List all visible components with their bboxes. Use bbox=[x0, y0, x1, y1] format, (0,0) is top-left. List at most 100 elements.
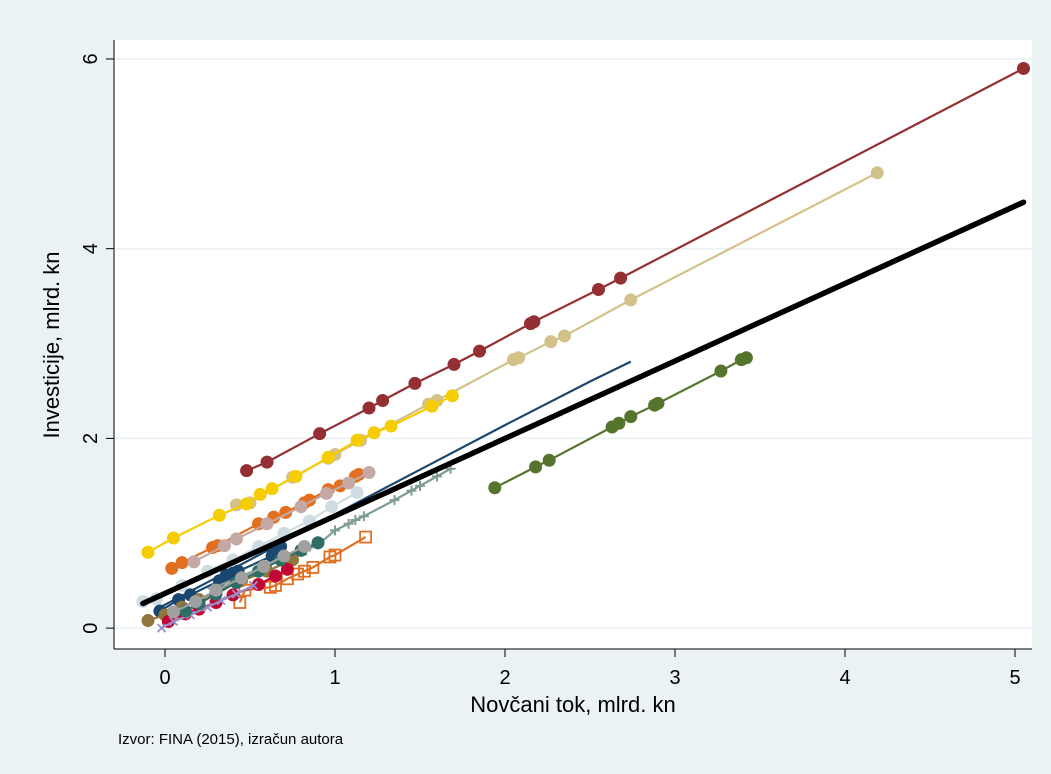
x-tick-label-1: 1 bbox=[329, 667, 340, 689]
grid-lines bbox=[114, 58, 1032, 629]
series-12-point-7 bbox=[280, 562, 294, 576]
series-11-point-9 bbox=[328, 548, 342, 562]
series-2-point-7 bbox=[321, 450, 335, 464]
series-9-point-9 bbox=[358, 511, 369, 522]
series-9-point-13 bbox=[432, 471, 442, 482]
series-3-point-12 bbox=[352, 467, 366, 481]
series-2-point-2 bbox=[212, 508, 226, 522]
y-tick-label-0: 0 bbox=[80, 623, 102, 634]
series-8-point-8 bbox=[714, 364, 728, 378]
series-8-point-0 bbox=[488, 481, 502, 495]
series-0-point-11 bbox=[614, 271, 628, 285]
series-4-point-4 bbox=[294, 500, 308, 514]
series-8-point-4 bbox=[612, 416, 626, 430]
series-0 bbox=[240, 61, 1030, 478]
series-15-point-1 bbox=[189, 595, 203, 609]
series-4-point-5 bbox=[320, 486, 333, 500]
series-9-point-7 bbox=[343, 518, 354, 529]
axes: 0 2 4 6 0 1 2 3 4 5 bbox=[80, 40, 1032, 689]
series-0-point-5 bbox=[408, 376, 422, 390]
series-4-point-6 bbox=[342, 476, 356, 490]
series-9-point-10 bbox=[389, 495, 400, 506]
x-axis-title: Novčani tok, mlrd. kn bbox=[470, 692, 675, 717]
series-1-point-12 bbox=[624, 293, 638, 307]
series-2-point-3 bbox=[240, 497, 254, 511]
series-11-point-5 bbox=[291, 567, 305, 581]
series-4-point-1 bbox=[218, 539, 231, 553]
series-13-point-1 bbox=[168, 616, 179, 627]
y-tick-label-1: 2 bbox=[80, 433, 102, 444]
series-14-point-7 bbox=[311, 536, 325, 550]
series-0-point-12 bbox=[1017, 61, 1030, 75]
fit-layer bbox=[140, 199, 1027, 607]
series-8 bbox=[488, 351, 753, 495]
series-0-point-10 bbox=[592, 282, 605, 296]
series-0-point-4 bbox=[376, 393, 390, 407]
series-9-point-12 bbox=[415, 480, 425, 491]
y-tick-label-2: 4 bbox=[80, 243, 102, 254]
series-4 bbox=[187, 466, 376, 569]
series-11-point-10 bbox=[359, 530, 373, 544]
series-4-point-2 bbox=[229, 532, 243, 546]
series-4-point-0 bbox=[187, 555, 201, 569]
series-0-point-6 bbox=[447, 357, 461, 371]
series-15 bbox=[167, 540, 311, 619]
series-13-point-6 bbox=[248, 580, 259, 591]
series-9-point-11 bbox=[406, 485, 417, 496]
series-2-point-4 bbox=[253, 487, 267, 501]
series-2-point-12 bbox=[445, 389, 459, 403]
series-1-point-11 bbox=[558, 329, 571, 343]
series-12-point-6 bbox=[269, 569, 282, 583]
series-15-point-2 bbox=[209, 583, 223, 597]
series-3-point-1 bbox=[175, 556, 189, 570]
series-2-point-10 bbox=[384, 419, 398, 433]
x-tick-label-0: 0 bbox=[159, 667, 170, 689]
series-8-point-1 bbox=[529, 460, 543, 474]
series-2-point-9 bbox=[367, 426, 381, 440]
series-11-point-6 bbox=[297, 564, 311, 578]
series-2 bbox=[141, 389, 459, 559]
series-15-point-5 bbox=[277, 549, 291, 563]
series-2-point-0 bbox=[141, 545, 155, 559]
series-1-point-9 bbox=[512, 351, 526, 365]
series-5-point-9 bbox=[350, 485, 364, 499]
series-8-point-2 bbox=[542, 453, 556, 467]
x-tick-label-3: 3 bbox=[669, 667, 680, 689]
series-15-point-3 bbox=[235, 571, 248, 585]
series-0-point-3 bbox=[362, 401, 376, 415]
series-2-point-8 bbox=[350, 433, 364, 447]
series-13-point-5 bbox=[231, 589, 242, 599]
y-tick-label-3: 6 bbox=[80, 53, 102, 64]
series-0-point-0 bbox=[240, 464, 254, 478]
series-1-point-10 bbox=[544, 335, 558, 349]
series-5-point-8 bbox=[325, 500, 339, 514]
x-tick-label-2: 2 bbox=[499, 667, 510, 689]
series-8-point-5 bbox=[624, 410, 638, 424]
series-8-point-7 bbox=[651, 396, 665, 410]
x-tick-label-4: 4 bbox=[839, 667, 850, 689]
series-4-point-3 bbox=[260, 517, 274, 531]
series-15-point-6 bbox=[297, 540, 311, 554]
series-1-point-0 bbox=[229, 498, 243, 512]
x-tick-label-5: 5 bbox=[1009, 667, 1020, 689]
series-11-point-7 bbox=[306, 561, 320, 574]
series-0-point-7 bbox=[473, 344, 486, 358]
series-8-point-10 bbox=[739, 351, 753, 365]
source-note: Izvor: FINA (2015), izračun autora bbox=[118, 731, 344, 748]
series-9-point-6 bbox=[330, 525, 340, 536]
series-2-point-1 bbox=[167, 531, 180, 545]
series-7 bbox=[155, 360, 632, 611]
series-9-point-8 bbox=[350, 514, 361, 525]
series-2-point-11 bbox=[425, 399, 439, 413]
series-4-point-7 bbox=[362, 466, 376, 480]
series-15-point-0 bbox=[167, 605, 180, 619]
series-2-point-6 bbox=[289, 469, 303, 483]
series-0-point-1 bbox=[260, 455, 274, 469]
series-0-point-2 bbox=[313, 427, 327, 441]
series-1-point-13 bbox=[870, 166, 884, 180]
series-15-point-4 bbox=[257, 559, 271, 573]
series-3-point-0 bbox=[165, 561, 179, 575]
series-2-point-5 bbox=[265, 482, 279, 496]
fit-line bbox=[140, 199, 1027, 607]
